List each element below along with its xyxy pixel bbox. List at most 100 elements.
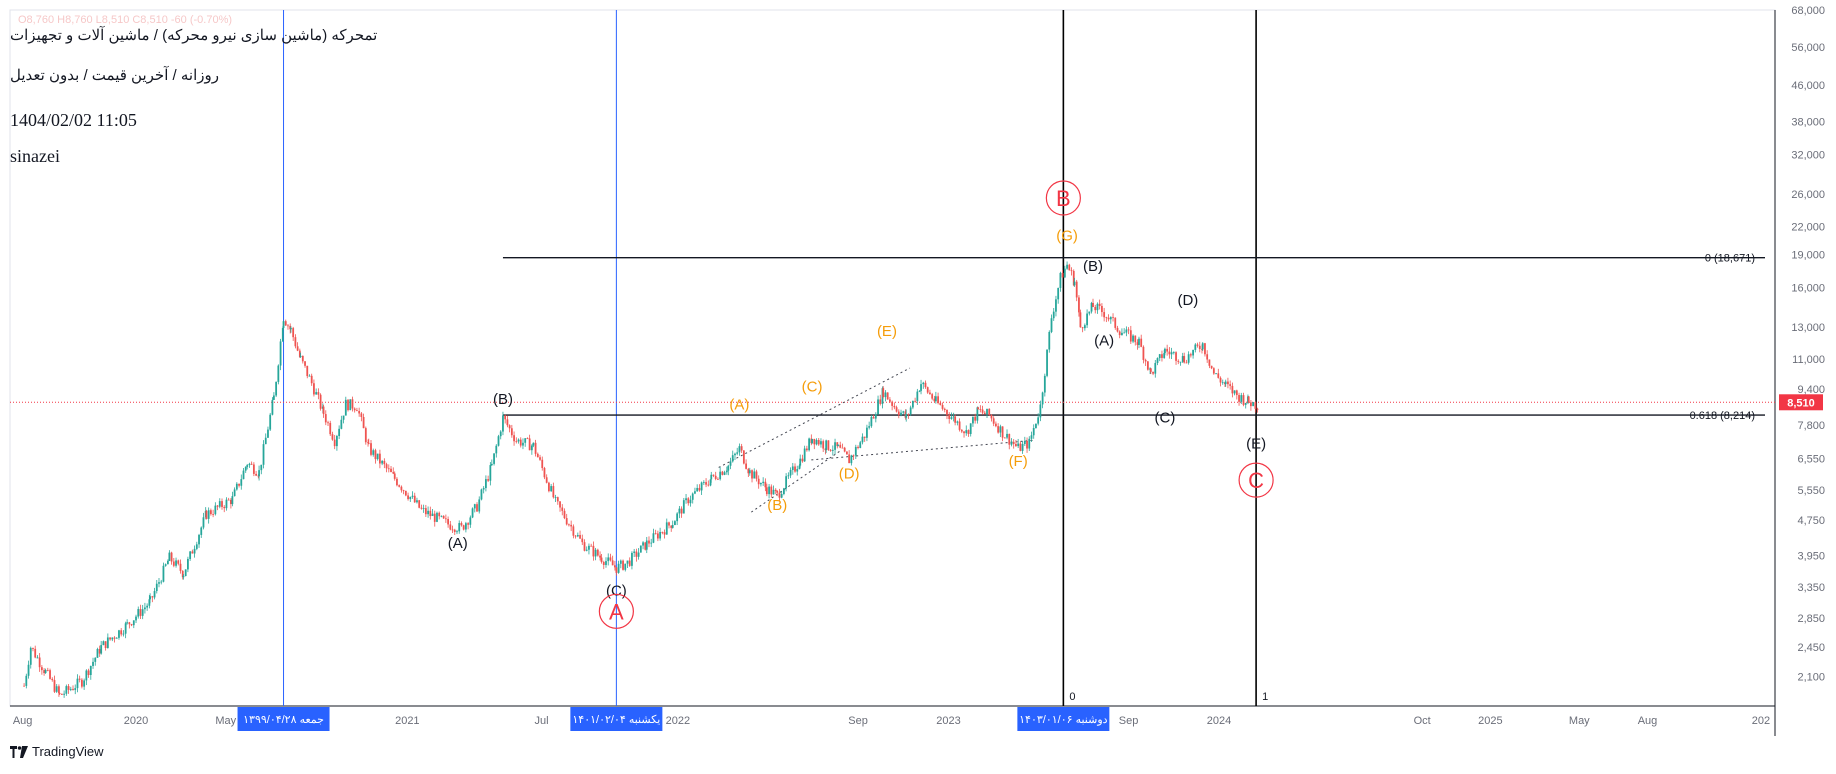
candle-body [1240,395,1243,402]
candle-body [755,471,758,479]
candle-body [1244,402,1247,405]
candle-body [1063,268,1066,278]
candle-body [275,381,278,396]
candle-body [717,478,719,480]
candle-body [619,560,622,564]
candle-body [727,465,730,471]
y-tick-label: 13,000 [1791,322,1825,334]
candle-body [456,531,458,533]
candle-body [1121,332,1123,336]
candle-body [1075,281,1078,298]
candle-body [805,448,808,451]
candle-body [46,669,49,671]
candle-body [58,693,61,695]
author-name: sinazei [10,146,60,166]
candle-body [939,402,942,405]
candle-body [515,441,518,443]
candle-body [783,488,785,494]
candle-body [1206,354,1209,360]
candle-body [559,501,561,508]
candle-body [464,523,467,530]
candle-body [691,493,694,500]
candle-body [182,576,185,578]
candle-body [1192,349,1194,356]
candle-body [422,508,425,509]
candle-body [262,444,265,465]
candle-body [536,453,539,458]
candle-body [1201,343,1204,350]
candle-body [1055,299,1057,312]
x-tick-label: 2020 [124,715,148,727]
tradingview-logo[interactable]: TradingView [10,744,104,759]
candle-body [988,408,991,416]
candle-body [941,404,944,409]
candle-body [866,427,868,438]
candle-body [530,445,533,451]
candle-body [977,407,980,410]
candle-body [579,535,581,539]
y-tick-label: 4,750 [1797,515,1825,527]
candle-body [402,490,405,492]
candle-body [44,669,47,674]
date-badge [237,707,330,731]
candle-body [522,442,524,446]
candle-body [195,544,198,549]
candle-body [146,605,149,608]
candle-body [879,399,882,404]
candle-body [1138,338,1140,345]
candle-body [478,499,481,512]
candle-body [60,693,63,695]
candle-body [289,325,292,330]
candle-body [884,392,887,398]
candle-body [144,607,146,610]
candle-body [1170,352,1173,355]
candle-body [952,416,955,418]
candle-body [212,514,215,515]
candle-body [725,470,728,473]
candle-body [550,486,553,492]
candle-body [69,688,72,690]
candle-body [628,560,631,566]
x-tick-label: Sep [1119,715,1139,727]
candle-body [635,551,638,557]
candle-body [113,637,116,639]
candle-body [650,542,653,544]
candle-body [451,529,454,531]
candle-body [294,337,297,347]
candle-body [554,497,557,498]
candle-body [299,355,302,357]
candle-body [731,455,734,462]
candle-body [778,492,781,498]
candle-body [364,428,367,443]
candle-body [863,436,866,438]
candle-body [1107,317,1110,320]
candle-body [1252,402,1255,407]
candle-body [164,564,167,566]
candle-body [642,542,644,546]
candle-body [764,481,767,488]
wave-label: (A) [729,397,749,414]
y-tick-label: 3,350 [1797,582,1825,594]
candle-body [1041,392,1044,405]
candle-body [1098,303,1101,306]
candle-body [1092,302,1094,307]
candle-body [599,555,601,558]
candle-body [922,382,925,385]
candle-body [1103,312,1106,318]
candle-body [572,526,575,536]
candle-body [1123,332,1126,334]
candle-body [1136,342,1139,345]
candle-body [916,391,919,402]
candle-body [1238,395,1240,402]
candle-body [301,355,304,362]
candle-body [846,451,848,455]
candle-body [969,423,972,434]
candle-body [736,452,739,454]
candle-body [528,438,531,451]
candle-body [126,622,129,624]
candle-body [453,529,456,532]
candle-body [1068,264,1071,271]
candle-body [381,460,384,464]
